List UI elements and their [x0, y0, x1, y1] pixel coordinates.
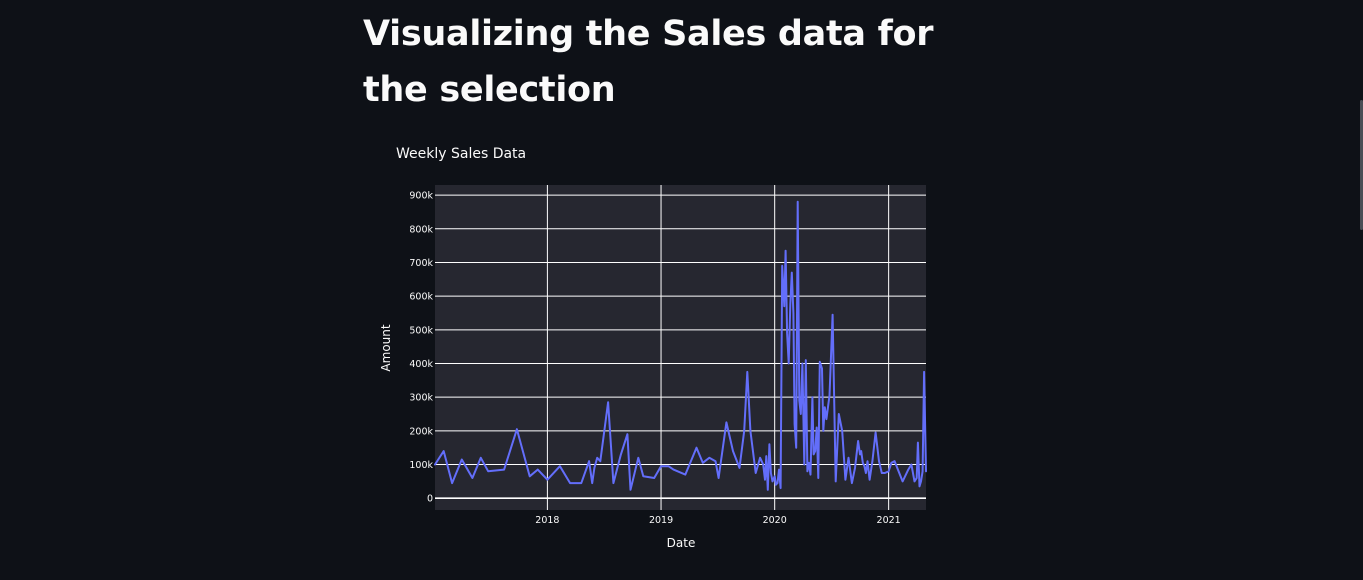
- chart-svg[interactable]: Weekly Sales Data 0 100k 200k 300k 400k 500k 6…: [363, 130, 963, 570]
- x-tick-label: 2020: [763, 515, 787, 526]
- x-axis-label: Date: [667, 536, 696, 550]
- sales-chart[interactable]: Weekly Sales Data 0 100k 200k 300k 400k 500k 6…: [363, 130, 963, 570]
- y-tick-label: 100k: [409, 460, 433, 471]
- y-tick-label: 400k: [409, 359, 433, 370]
- x-tick-label: 2019: [649, 515, 673, 526]
- y-gridlines: [435, 194, 926, 500]
- y-tick-label: 0: [427, 494, 433, 505]
- y-tick-label: 200k: [409, 426, 433, 437]
- y-tick-labels: 0 100k 200k 300k 400k 500k 600k 700k 800k 900k: [409, 191, 433, 505]
- x-tick-label: 2018: [535, 515, 559, 526]
- x-tick-label: 2021: [877, 515, 901, 526]
- chart-title: Weekly Sales Data: [396, 146, 526, 162]
- y-tick-label: 500k: [409, 325, 433, 336]
- y-tick-label: 600k: [409, 292, 433, 303]
- y-tick-label: 900k: [409, 191, 433, 202]
- y-tick-label: 800k: [409, 224, 433, 235]
- page-scrollbar[interactable]: [1360, 100, 1363, 230]
- y-tick-label: 700k: [409, 258, 433, 269]
- y-axis-label: Amount: [379, 324, 393, 371]
- y-tick-label: 300k: [409, 393, 433, 404]
- x-gridlines: [546, 185, 890, 510]
- plot-area[interactable]: [435, 185, 926, 510]
- series-line-sales[interactable]: [434, 200, 927, 491]
- x-tick-labels: 2018 2019 2020 2021: [535, 515, 900, 526]
- page-title: Visualizing the Sales data for the selec…: [363, 14, 934, 110]
